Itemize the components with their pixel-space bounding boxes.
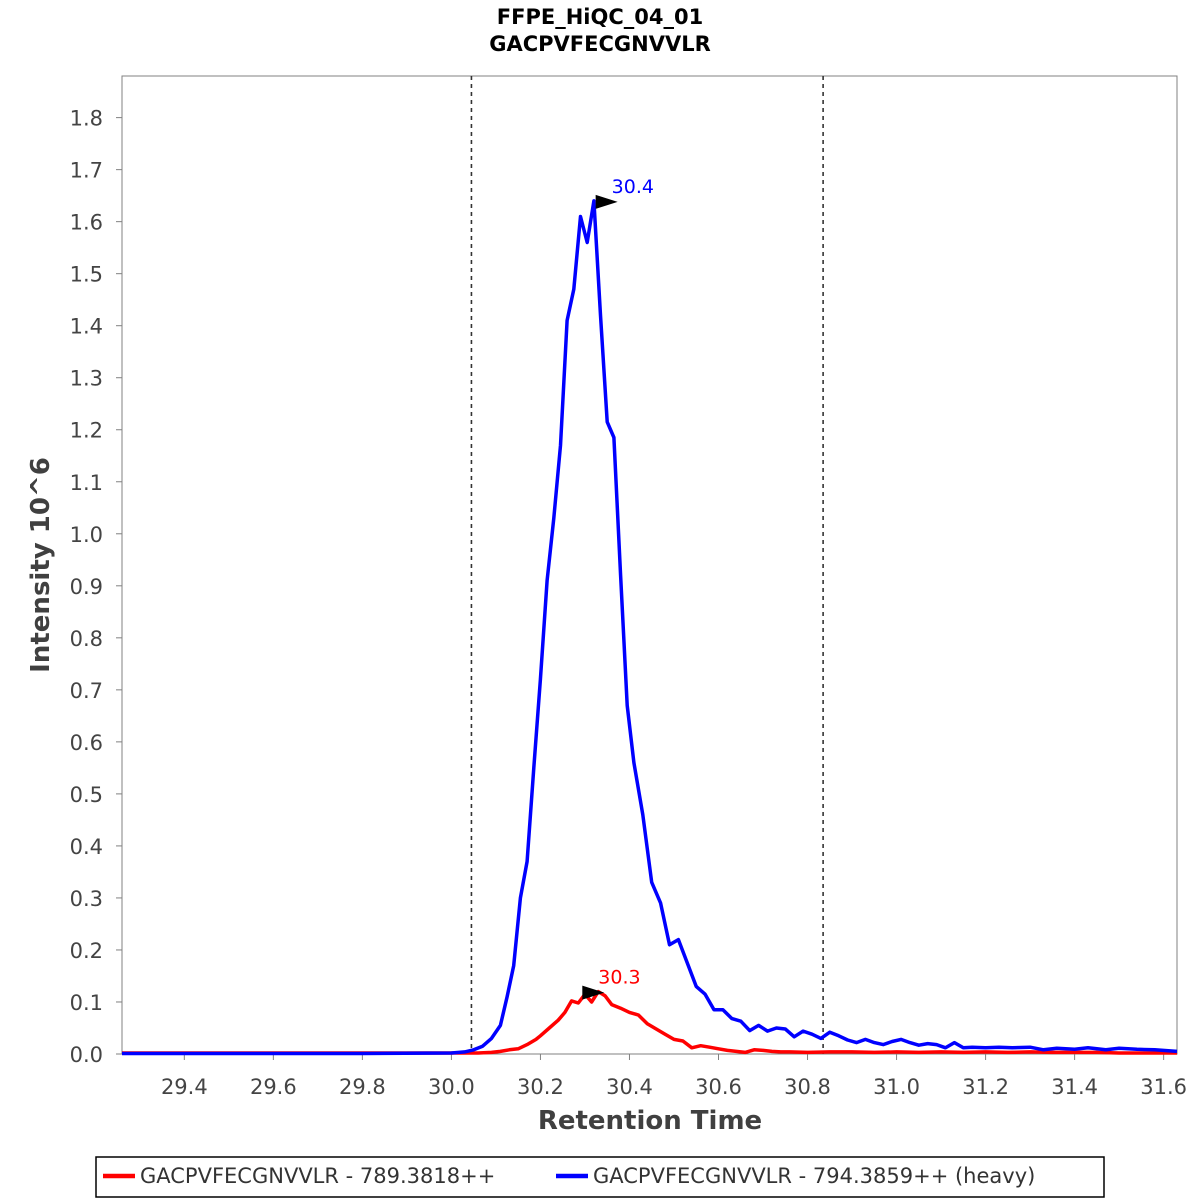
- x-tick-label: 29.6: [250, 1075, 297, 1099]
- x-axis-label: Retention Time: [538, 1106, 762, 1136]
- y-tick-label: 0.4: [70, 835, 103, 859]
- y-tick-label: 1.0: [70, 523, 103, 547]
- x-axis-ticks: 29.4 29.6 29.8 30.0 30.2 30.4 30.6 30.8 31.0 31.2…: [161, 1054, 1187, 1099]
- y-axis-ticks: 0.0 0.1 0.2 0.3 0.4 0.5 0.6 0.7 0.8 0.9 1.0 1.1 1.2 1…: [70, 107, 122, 1067]
- integration-boundaries: [470, 76, 824, 1054]
- y-tick-label: 0.3: [70, 887, 103, 911]
- y-tick-label: 0.7: [70, 679, 103, 703]
- x-tick-label: 30.8: [784, 1075, 831, 1099]
- y-tick-label: 1.4: [70, 315, 103, 339]
- x-tick-label: 31.6: [1140, 1075, 1187, 1099]
- x-tick-label: 30.6: [695, 1075, 742, 1099]
- x-tick-label: 31.4: [1051, 1075, 1098, 1099]
- plot-area: [121, 75, 1178, 1055]
- series-layer: [122, 199, 1178, 1056]
- y-tick-label: 1.1: [70, 471, 103, 495]
- chart-subtitle: GACPVFECGNVVLR: [489, 32, 711, 56]
- x-tick-label: 29.8: [339, 1075, 386, 1099]
- y-tick-label: 1.5: [70, 263, 103, 287]
- chart-title: FFPE_HiQC_04_01: [497, 5, 703, 29]
- series-line-light: [122, 989, 1177, 1055]
- y-axis-label: Intensity 10^6: [26, 457, 56, 673]
- y-tick-label: 0.2: [70, 939, 103, 963]
- y-tick-label: 1.3: [70, 367, 103, 391]
- y-tick-label: 0.8: [70, 627, 103, 651]
- legend-box: [95, 1156, 1105, 1198]
- legend-label-heavy: GACPVFECGNVVLR - 794.3859++ (heavy): [593, 1164, 1035, 1188]
- legend-label-light: GACPVFECGNVVLR - 789.3818++: [140, 1164, 495, 1188]
- y-tick-label: 1.6: [70, 211, 103, 235]
- y-tick-label: 0.9: [70, 575, 103, 599]
- legend: GACPVFECGNVVLR - 789.3818++ GACPVFECGNVV…: [95, 1156, 1105, 1198]
- peak-marker-arrow: [595, 194, 618, 209]
- y-tick-label: 0.0: [70, 1043, 103, 1067]
- x-tick-label: 29.4: [161, 1075, 208, 1099]
- x-tick-label: 30.4: [606, 1075, 653, 1099]
- peak-retention-label: 30.3: [598, 967, 640, 989]
- x-tick-label: 31.2: [962, 1075, 1009, 1099]
- x-tick-label: 31.0: [873, 1075, 920, 1099]
- series-line-heavy: [122, 199, 1178, 1056]
- y-tick-label: 1.8: [70, 107, 103, 131]
- x-tick-label: 30.2: [517, 1075, 564, 1099]
- x-tick-label: 30.0: [428, 1075, 475, 1099]
- peak-annotations: 30.3 30.4: [582, 176, 654, 1000]
- y-tick-label: 0.1: [70, 991, 103, 1015]
- y-tick-label: 1.2: [70, 419, 103, 443]
- peak-retention-label: 30.4: [612, 176, 654, 198]
- peak-marker-arrow: [582, 985, 605, 1000]
- y-tick-label: 0.6: [70, 731, 103, 755]
- y-tick-label: 1.7: [70, 159, 103, 183]
- y-tick-label: 0.5: [70, 783, 103, 807]
